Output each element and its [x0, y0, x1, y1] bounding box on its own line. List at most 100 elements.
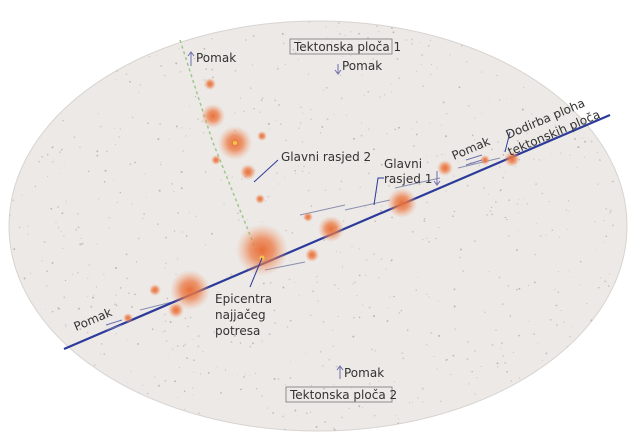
speckle-dot — [134, 319, 136, 321]
speckle-dot — [93, 364, 96, 367]
speckle-dot — [556, 324, 558, 326]
speckle-dot — [146, 426, 148, 429]
speckle-dot — [177, 212, 179, 214]
speckle-dot — [501, 342, 503, 344]
speckle-dot — [604, 280, 607, 283]
speckle-dot — [294, 409, 297, 412]
speckle-dot — [239, 342, 242, 344]
speckle-dot — [568, 270, 570, 272]
speckle-dot — [157, 223, 159, 225]
speckle-dot — [620, 58, 621, 60]
speckle-dot — [551, 153, 553, 155]
speckle-dot — [183, 408, 186, 410]
speckle-dot — [622, 352, 625, 355]
speckle-dot — [77, 307, 80, 310]
speckle-dot — [373, 253, 375, 255]
speckle-dot — [568, 210, 570, 212]
speckle-dot — [297, 58, 299, 60]
speckle-dot — [483, 311, 486, 314]
speckle-dot — [184, 343, 187, 346]
speckle-dot — [164, 413, 167, 416]
speckle-dot — [147, 122, 149, 125]
speckle-dot — [422, 387, 424, 389]
speckle-dot — [275, 164, 277, 166]
speckle-dot — [397, 126, 400, 129]
speckle-dot — [23, 277, 26, 280]
speckle-dot — [577, 341, 579, 343]
speckle-dot — [380, 163, 383, 166]
speckle-dot — [598, 286, 600, 289]
speckle-dot — [310, 108, 312, 111]
speckle-dot — [211, 232, 213, 235]
speckle-dot — [308, 21, 311, 23]
speckle-dot — [60, 172, 62, 174]
speckle-dot — [301, 170, 304, 173]
speckle-dot — [423, 217, 426, 220]
speckle-dot — [82, 362, 84, 364]
speckle-dot — [96, 154, 99, 157]
speckle-dot — [171, 183, 174, 185]
quake — [204, 78, 216, 90]
speckle-dot — [378, 380, 380, 382]
speckle-dot — [499, 30, 502, 33]
speckle-dot — [278, 104, 280, 106]
speckle-dot — [100, 126, 102, 128]
speckle-dot — [49, 43, 52, 46]
speckle-dot — [249, 375, 251, 377]
speckle-dot — [606, 321, 609, 324]
speckle-dot — [163, 74, 166, 77]
speckle-dot — [533, 333, 535, 335]
speckle-dot — [553, 45, 556, 48]
speckle-dot — [453, 210, 456, 213]
speckle-dot — [50, 207, 53, 210]
speckle-dot — [244, 39, 247, 41]
speckle-dot — [119, 191, 122, 194]
speckle-dot — [436, 67, 438, 69]
speckle-dot — [373, 414, 376, 417]
speckle-dot — [160, 65, 162, 67]
speckle-dot — [301, 141, 303, 143]
speckle-dot — [497, 365, 499, 368]
speckle-dot — [9, 45, 12, 48]
speckle-dot — [285, 229, 288, 232]
speckle-dot — [526, 202, 528, 205]
speckle-dot — [518, 287, 521, 290]
speckle-dot — [108, 216, 111, 219]
speckle-dot — [275, 120, 277, 122]
speckle-dot — [376, 191, 378, 193]
speckle-dot — [267, 122, 270, 125]
speckle-dot — [363, 94, 365, 97]
speckle-dot — [512, 352, 514, 353]
speckle-dot — [137, 342, 140, 345]
speckle-dot — [158, 189, 161, 192]
speckle-dot — [499, 166, 501, 168]
speckle-dot — [146, 392, 149, 395]
speckle-dot — [65, 202, 67, 204]
speckle-dot — [322, 320, 325, 323]
speckle-dot — [192, 394, 194, 396]
speckle-dot — [372, 57, 375, 60]
speckle-dot — [353, 137, 355, 140]
speckle-dot — [452, 215, 454, 218]
speckle-dot — [253, 108, 255, 110]
speckle-dot — [594, 220, 596, 223]
speckle-dot — [123, 402, 125, 405]
speckle-dot — [615, 285, 618, 288]
speckle-dot — [527, 422, 529, 425]
speckle-dot — [521, 108, 524, 111]
speckle-dot — [566, 345, 568, 348]
speckle-dot — [310, 411, 312, 413]
speckle-dot — [233, 334, 236, 337]
speckle-dot — [13, 320, 16, 322]
speckle-dot — [426, 161, 429, 164]
speckle-dot — [300, 122, 302, 124]
speckle-dot — [461, 44, 463, 47]
speckle-dot — [126, 382, 128, 384]
speckle-dot — [566, 228, 568, 230]
speckle-dot — [573, 137, 576, 140]
speckle-dot — [603, 219, 605, 222]
speckle-dot — [51, 76, 54, 78]
speckle-dot — [29, 396, 31, 398]
speckle-dot — [89, 264, 91, 266]
speckle-dot — [181, 127, 183, 129]
